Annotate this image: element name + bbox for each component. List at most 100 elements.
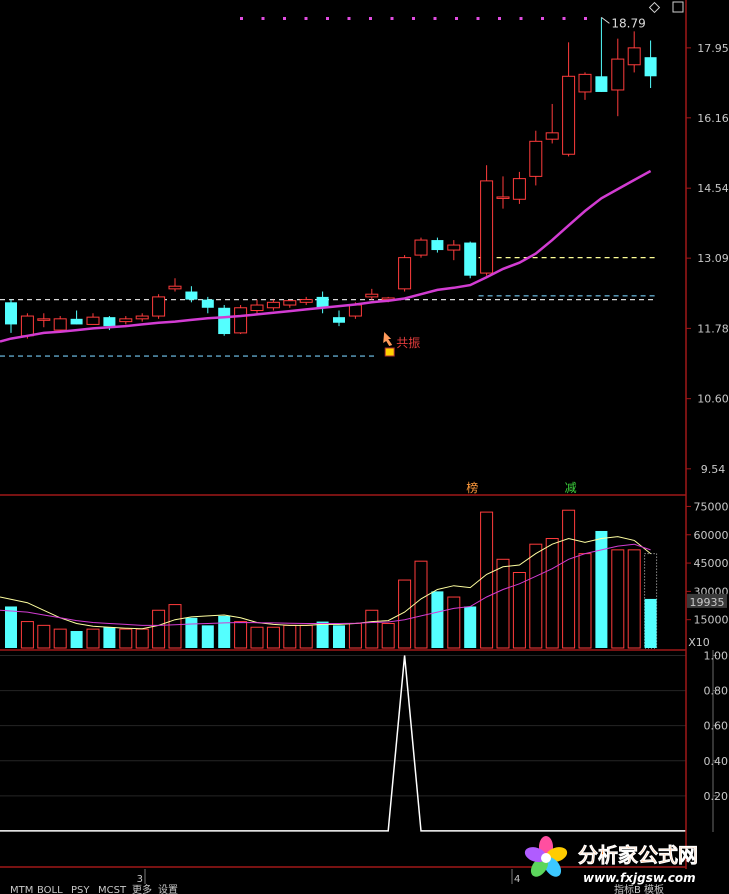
- volume-bar: [365, 609, 379, 649]
- top-dot: [584, 17, 587, 20]
- signal-marker: 榜: [466, 480, 478, 495]
- volume-bar: [348, 622, 362, 649]
- volume-unit-label: X10: [688, 636, 710, 649]
- square-icon: [672, 1, 684, 13]
- top-dot: [476, 17, 480, 20]
- candle-body: [496, 196, 510, 199]
- top-dot: [369, 17, 372, 20]
- candle-body: [185, 291, 198, 300]
- indicator-tab[interactable]: 设置: [158, 884, 178, 894]
- date-mark: 4: [514, 874, 520, 885]
- top-dot: [498, 17, 501, 20]
- top-dot: [261, 17, 265, 20]
- volume-bar: [595, 530, 608, 648]
- volume-bar: [20, 621, 34, 649]
- volume-panel: [0, 509, 658, 649]
- top-dot: [347, 17, 351, 20]
- indicator-tab[interactable]: MCST: [98, 885, 127, 894]
- indicator-tick-label: 0.40: [704, 755, 729, 768]
- candle-body: [168, 285, 182, 290]
- price-tick-label: 9.54: [701, 463, 726, 476]
- volume-bar: [53, 628, 67, 649]
- candle-body: [431, 240, 444, 251]
- candle-body: [53, 318, 67, 331]
- candle-body: [365, 293, 379, 298]
- candle-body: [578, 73, 592, 93]
- volume-bar: [644, 598, 657, 648]
- last-volume-label: 19935: [690, 596, 725, 609]
- candle-body: [5, 302, 17, 325]
- top-dot: [390, 17, 394, 20]
- price-tick-label: 10.60: [697, 393, 729, 406]
- indicator-tick-label: 0.60: [704, 720, 729, 733]
- moving-average-line: [0, 169, 652, 343]
- candle-body: [103, 317, 116, 327]
- volume-bar: [512, 572, 526, 649]
- price-tick-label: 14.54: [697, 182, 729, 195]
- top-dot: [412, 17, 415, 20]
- top-dot: [562, 17, 566, 20]
- grid-lines: [0, 494, 686, 868]
- candle-body: [20, 315, 34, 337]
- candle-body: [333, 317, 345, 323]
- price-tick-label: 17.95: [697, 42, 729, 55]
- volume-bar: [578, 553, 592, 649]
- volume-tick-label: 75000: [694, 500, 729, 513]
- indicator-panel: [0, 655, 686, 832]
- price-tick-label: 11.78: [697, 322, 729, 335]
- volume-bar: [152, 609, 166, 649]
- volume-ma-short-line: [0, 536, 651, 630]
- volume-bar: [70, 631, 83, 648]
- indicator-tab[interactable]: 更多: [132, 883, 152, 894]
- volume-bar: [135, 628, 149, 649]
- candle-body: [283, 300, 297, 306]
- volume-bar: [333, 625, 345, 648]
- volume-tick-label: 45000: [694, 557, 729, 570]
- candle-body: [266, 301, 280, 309]
- candle-body: [595, 76, 608, 92]
- candle-body: [627, 47, 641, 66]
- volume-bar: [316, 621, 329, 648]
- volume-bar: [398, 579, 412, 649]
- top-dot: [304, 17, 308, 20]
- volume-bar: [37, 624, 51, 649]
- max-price-pointer: [601, 17, 610, 24]
- volume-bar: [218, 615, 231, 648]
- candle-body: [37, 318, 51, 321]
- candle-body: [529, 140, 543, 177]
- candle-body: [348, 304, 362, 317]
- flower-petal: [524, 847, 547, 863]
- indicator-tab[interactable]: MTM: [10, 885, 33, 894]
- volume-bar: [168, 604, 182, 649]
- volume-bar: [266, 626, 280, 649]
- candle-body: [611, 58, 625, 91]
- candle-body: [644, 57, 657, 77]
- axis-panel: 17.95 16.16 14.54 13.09 11.78 10.60 9.54 75000 6…: [685, 0, 729, 880]
- volume-bar: [562, 509, 576, 649]
- watermark-title: 分析家公式网: [578, 843, 698, 867]
- candle-body: [447, 244, 461, 251]
- volume-tick-label: 15000: [694, 614, 729, 627]
- top-dot: [519, 17, 523, 20]
- last-volume-box: [687, 593, 727, 608]
- indicator-tick-label: 0.20: [704, 790, 729, 803]
- volume-ma-long-line: [0, 543, 651, 626]
- signal-marker: 减: [565, 481, 577, 495]
- price-tick-label: 13.09: [697, 252, 729, 265]
- top-dot: [455, 17, 458, 20]
- candle-body: [414, 239, 428, 256]
- candle-body: [316, 296, 329, 308]
- volume-bar: [496, 558, 510, 649]
- candle-body: [398, 257, 412, 290]
- volume-bar: [201, 625, 214, 648]
- indicator-tab[interactable]: BOLL: [37, 885, 63, 894]
- template-label: 指标B 模板: [614, 883, 664, 894]
- indicator-tab[interactable]: PSY: [71, 885, 90, 894]
- volume-bar: [431, 591, 444, 648]
- volume-bar: [299, 624, 313, 649]
- volume-bar: [283, 624, 297, 649]
- price-panel: 18.79 共振榜 减: [0, 1, 684, 495]
- candle-body: [234, 307, 248, 334]
- indicator-tick-label: 0.80: [704, 685, 729, 698]
- volume-bar: [86, 628, 100, 649]
